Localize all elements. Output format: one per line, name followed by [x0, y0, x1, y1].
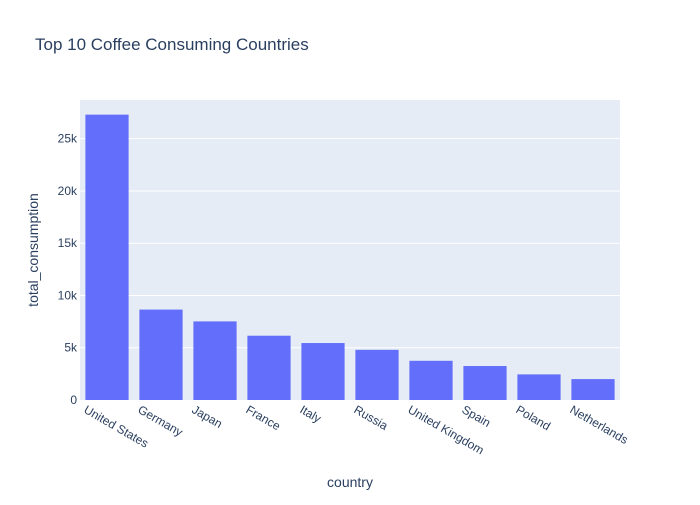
bar[interactable] — [139, 309, 183, 400]
y-tick-label: 0 — [70, 393, 77, 407]
x-tick-label: Spain — [460, 402, 494, 429]
x-tick-label: Poland — [514, 402, 553, 433]
bar[interactable] — [463, 366, 507, 400]
y-tick-label: 5k — [64, 341, 78, 355]
bar[interactable] — [247, 335, 291, 400]
y-tick-label: 20k — [58, 184, 78, 198]
x-tick-label: Japan — [190, 402, 225, 430]
y-tick-label: 25k — [58, 132, 78, 146]
bar[interactable] — [409, 360, 453, 400]
x-tick-label: Netherlands — [568, 402, 631, 446]
x-tick-label: Italy — [298, 402, 324, 425]
x-tick-label: France — [244, 402, 284, 433]
y-tick-label: 15k — [58, 236, 78, 250]
bar[interactable] — [193, 321, 237, 400]
y-tick-label: 10k — [58, 288, 78, 302]
bar[interactable] — [85, 114, 129, 400]
y-tick-labels: 0 5k 10k 15k 20k 25k — [58, 132, 78, 407]
x-axis-title: country — [327, 474, 373, 490]
bar[interactable] — [301, 343, 345, 400]
bars — [85, 114, 615, 400]
y-axis-title: total_consumption — [25, 193, 41, 307]
bar[interactable] — [517, 374, 561, 400]
x-tick-label: Russia — [352, 402, 391, 433]
bar[interactable] — [355, 349, 399, 400]
bar[interactable] — [571, 379, 615, 400]
chart-title: Top 10 Coffee Consuming Countries — [35, 35, 309, 54]
